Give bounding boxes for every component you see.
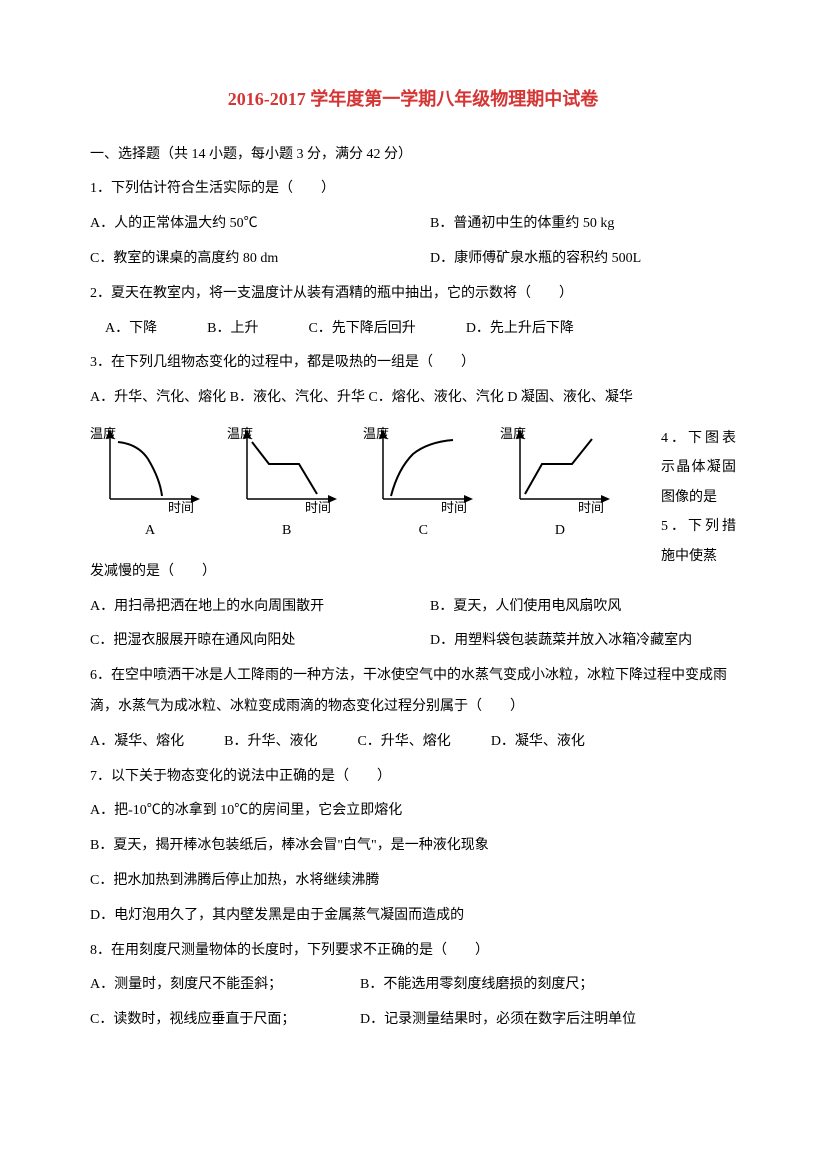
- q5-b: B．夏天，人们使用电风扇吹风: [430, 592, 621, 623]
- q7-c: C．把水加热到沸腾后停止加热，水将继续沸腾: [90, 866, 736, 897]
- y-axis-label: 温度: [90, 426, 116, 441]
- q3-stem: 3．在下列几组物态变化的过程中，都是吸热的一组是（ ）: [90, 348, 736, 379]
- chart-c-box: 温度 时间 C: [363, 424, 483, 547]
- q5-c: C．把湿衣服展开晾在通风向阳处: [90, 626, 430, 657]
- q8-options-cd: C．读数时，视线应垂直于尺面； D．记录测量结果时，必须在数字后注明单位: [90, 1005, 736, 1036]
- q2-a: A．下降: [105, 314, 157, 345]
- chart-d-box: 温度 时间 D: [500, 424, 620, 547]
- y-axis-label: 温度: [500, 426, 526, 441]
- q3-c: C．熔化、液化、汽化: [368, 390, 503, 405]
- y-axis-label: 温度: [363, 426, 389, 441]
- chart-b: 温度 时间: [227, 424, 347, 514]
- q2-b: B．上升: [207, 314, 258, 345]
- q8-stem: 8．在用刻度尺测量物体的长度时，下列要求不正确的是（ ）: [90, 936, 736, 967]
- q1-c: C．教室的课桌的高度约 80 dm: [90, 244, 430, 275]
- q6-b: B．升华、液化: [224, 727, 317, 758]
- charts-container: 温度 时间 A 温度 时间 B 温度: [90, 424, 620, 547]
- chart-b-box: 温度 时间 B: [227, 424, 347, 547]
- q1-d: D．康师傅矿泉水瓶的容积约 500L: [430, 244, 641, 275]
- x-axis-label: 时间: [441, 500, 467, 514]
- x-axis-label: 时间: [305, 500, 331, 514]
- q5-a: A．用扫帚把洒在地上的水向周围散开: [90, 592, 430, 623]
- q5-right: 5．下列措施中使蒸: [661, 519, 736, 563]
- q8-c: C．读数时，视线应垂直于尺面；: [90, 1005, 360, 1036]
- q2-d: D．先上升后下降: [466, 314, 574, 345]
- chart-c: 温度 时间: [363, 424, 483, 514]
- q7-a: A．把-10℃的冰拿到 10℃的房间里，它会立即熔化: [90, 796, 736, 827]
- section-heading: 一、选择题（共 14 小题，每小题 3 分，满分 42 分）: [90, 140, 736, 171]
- chart-a-label: A: [90, 516, 210, 547]
- q1-b: B．普通初中生的体重约 50 kg: [430, 209, 614, 240]
- q5-d: D．用塑料袋包装蔬菜并放入冰箱冷藏室内: [430, 626, 692, 657]
- q1-stem: 1．下列估计符合生活实际的是（ ）: [90, 174, 736, 205]
- q3-d: D 凝固、液化、凝华: [507, 390, 633, 405]
- chart-b-label: B: [227, 516, 347, 547]
- q1-a: A．人的正常体温大约 50℃: [90, 209, 430, 240]
- q8-b: B．不能选用零刻度线磨损的刻度尺；: [360, 970, 593, 1001]
- q3-options: A．升华、汽化、熔化 B．液化、汽化、升华 C．熔化、液化、汽化 D 凝固、液化…: [90, 383, 736, 414]
- q8-d: D．记录测量结果时，必须在数字后注明单位: [360, 1005, 636, 1036]
- q3-b: B．液化、汽化、升华: [230, 390, 365, 405]
- q7-d: D．电灯泡用久了，其内壁发黑是由于金属蒸气凝固而造成的: [90, 901, 736, 932]
- q5-options-ab: A．用扫帚把洒在地上的水向周围散开 B．夏天，人们使用电风扇吹风: [90, 592, 736, 623]
- x-axis-label: 时间: [578, 500, 604, 514]
- chart-a: 温度 时间: [90, 424, 210, 514]
- chart-a-box: 温度 时间 A: [90, 424, 210, 547]
- q6-options: A．凝华、熔化 B．升华、液化 C．升华、熔化 D．凝华、液化: [90, 727, 736, 758]
- q7-stem: 7．以下关于物态变化的说法中正确的是（ ）: [90, 762, 736, 793]
- q5-options-cd: C．把湿衣服展开晾在通风向阳处 D．用塑料袋包装蔬菜并放入冰箱冷藏室内: [90, 626, 736, 657]
- q6-c: C．升华、熔化: [357, 727, 450, 758]
- q8-a: A．测量时，刻度尺不能歪斜；: [90, 970, 360, 1001]
- x-axis-label: 时间: [168, 500, 194, 514]
- chart-d: 温度 时间: [500, 424, 620, 514]
- chart-c-label: C: [363, 516, 483, 547]
- y-axis-label: 温度: [227, 426, 253, 441]
- q2-options: A．下降 B．上升 C．先下降后回升 D．先上升后下降: [90, 314, 736, 345]
- chart-d-label: D: [500, 516, 620, 547]
- q8-options-ab: A．测量时，刻度尺不能歪斜； B．不能选用零刻度线磨损的刻度尺；: [90, 970, 736, 1001]
- q1-options-ab: A．人的正常体温大约 50℃ B．普通初中生的体重约 50 kg: [90, 209, 736, 240]
- q5-cont: 发减慢的是（ ）: [90, 557, 736, 588]
- q1-options-cd: C．教室的课桌的高度约 80 dm D．康师傅矿泉水瓶的容积约 500L: [90, 244, 736, 275]
- q4-q5-right-text: 4．下图表示晶体凝固图像的是 5．下列措施中使蒸: [661, 424, 736, 571]
- q4-charts-row: 温度 时间 A 温度 时间 B 温度: [90, 424, 736, 547]
- q7-b: B．夏天，揭开棒冰包装纸后，棒冰会冒"白气"，是一种液化现象: [90, 831, 736, 862]
- q4-right: 4．下图表示晶体凝固图像的是: [661, 431, 736, 505]
- q2-stem: 2．夏天在教室内，将一支温度计从装有酒精的瓶中抽出，它的示数将（ ）: [90, 279, 736, 310]
- q2-c: C．先下降后回升: [308, 314, 415, 345]
- page-title: 2016-2017 学年度第一学期八年级物理期中试卷: [90, 80, 736, 120]
- q6-a: A．凝华、熔化: [90, 727, 184, 758]
- q6-d: D．凝华、液化: [491, 727, 585, 758]
- q3-a: A．升华、汽化、熔化: [90, 390, 226, 405]
- q6-stem: 6．在空中喷洒干冰是人工降雨的一种方法，干冰使空气中的水蒸气变成小冰粒，冰粒下降…: [90, 661, 736, 723]
